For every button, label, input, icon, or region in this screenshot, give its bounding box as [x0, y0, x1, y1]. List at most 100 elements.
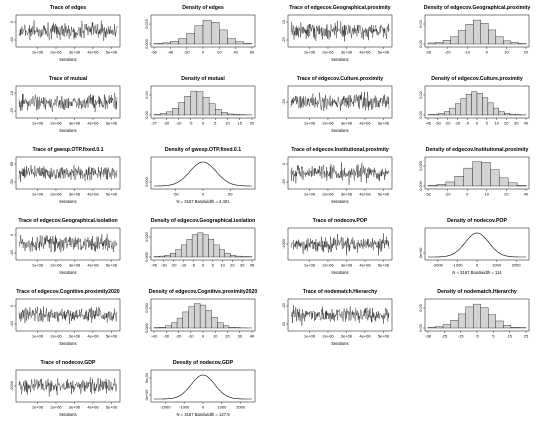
x-tick-label: 20	[250, 121, 255, 126]
x-axis-label: Iterations	[59, 341, 76, 346]
x-axis-label: Iterations	[59, 128, 76, 133]
y-tick-label: 0.00	[145, 111, 149, 118]
plot-frame	[15, 156, 121, 190]
x-tick-label: 60	[250, 50, 255, 55]
chart-panel: Trace of nodematch.Hierarchy 1e+06 2e+06 3e…	[282, 289, 393, 346]
trace-line	[18, 92, 118, 113]
x-tick-label: 5	[212, 263, 215, 268]
histogram-bar	[508, 182, 518, 187]
plot-frame	[15, 14, 121, 48]
y-tick-label: -40	[282, 179, 286, 185]
x-tick-label: 0	[202, 263, 205, 268]
histogram-bar	[235, 41, 245, 45]
x-tick-label: -5	[191, 263, 195, 268]
x-axis-label: Iterations	[59, 270, 76, 275]
x-tick-label: 2000	[512, 263, 522, 268]
chart-title: Density of nodematch.Hierarchy	[437, 289, 517, 295]
x-axis-label: Iterations	[331, 57, 348, 62]
x-tick-label: 3e+06	[69, 334, 81, 339]
histogram-bar	[171, 322, 178, 329]
histogram-bar	[488, 29, 497, 45]
x-axis-label: Iterations	[59, 412, 76, 417]
x-tick-label: 1000	[217, 405, 227, 410]
chart-panel: Trace of edgecov.Institutional.proximity…	[282, 147, 393, 204]
plot-frame	[15, 298, 121, 332]
histogram-bar	[518, 43, 527, 45]
y-tick-label: 10	[10, 91, 14, 95]
histogram-bar	[482, 97, 489, 116]
x-tick-label: -15	[458, 334, 465, 339]
histogram-bar	[186, 32, 196, 45]
histogram-bar	[159, 255, 166, 258]
histogram-bar	[211, 317, 218, 329]
histogram-bar	[224, 253, 231, 258]
y-tick-label: 50	[10, 162, 14, 166]
histogram-bar	[473, 19, 481, 45]
x-tick-label: 25	[524, 334, 529, 339]
chart-panel: Density of edgecov.Geographical.proximit…	[419, 5, 530, 55]
plot-frame	[287, 298, 393, 332]
x-tick-label: 3e+06	[341, 50, 353, 55]
x-tick-label: 40	[524, 192, 529, 197]
histogram-bar	[221, 112, 228, 116]
histogram-bar	[493, 107, 499, 116]
x-tick-label: 10	[225, 121, 230, 126]
y-tick-label: 0	[10, 305, 14, 307]
chart-panel: Density of edgecov.Institutional.proximi…	[419, 147, 530, 197]
density-curve	[154, 161, 252, 187]
x-tick-label: -30	[163, 334, 170, 339]
histogram-bar	[435, 326, 444, 329]
y-tick-label: 0.000	[145, 177, 149, 187]
histogram-bar	[433, 113, 440, 116]
y-tick-label: 0.000	[419, 181, 423, 191]
histogram-bar	[427, 327, 436, 329]
x-tick-label: 40	[524, 121, 529, 126]
y-tick-label: 0	[10, 234, 14, 236]
plot-frame	[15, 227, 121, 261]
x-tick-label: 2e+06	[322, 121, 334, 126]
histogram-bar	[228, 327, 235, 329]
chart-panel: Trace of edges 1e+06 2e+06 3e+06 4e+06 5e+06 I…	[10, 5, 121, 62]
chart-title: Density of nodecov.GDP	[173, 360, 234, 366]
histogram-bar	[480, 23, 489, 45]
x-tick-label: -20	[445, 192, 452, 197]
histogram-bar	[487, 102, 494, 116]
y-tick-label: 0.02	[419, 91, 423, 98]
x-tick-label: -2000	[160, 405, 171, 410]
trace-line	[290, 20, 390, 42]
histogram-bar	[449, 107, 456, 116]
y-tick-label: -40	[10, 250, 14, 256]
x-tick-label: -10	[188, 334, 195, 339]
chart-title: Density of gwesp.OTP.fixed.0.1	[165, 147, 241, 153]
trace-line	[18, 377, 118, 397]
x-tick-label: 40	[250, 334, 255, 339]
histogram-bar	[213, 244, 220, 258]
histogram-bar	[205, 310, 212, 329]
x-tick-label: -25	[441, 334, 448, 339]
x-axis-label: Iterations	[59, 199, 76, 204]
chart-panel: Trace of edgecov.Culture.proximity 1e+06 2…	[282, 76, 393, 133]
x-tick-label: -50	[173, 192, 180, 197]
chart-panel: Trace of mutual 1e+06 2e+06 3e+06 4e+06 5e+06…	[10, 76, 121, 133]
x-tick-label: 1e+06	[32, 405, 44, 410]
y-tick-label: 0.00	[419, 40, 423, 47]
histogram-bar	[194, 25, 204, 45]
chart-panel: Trace of gwesp.OTP.fixed.0.1 1e+06 2e+06 3e…	[10, 147, 121, 204]
x-tick-label: 5e+06	[106, 334, 118, 339]
chart-title: Density of edgecov.Institutional.proximi…	[426, 147, 529, 153]
histogram-bar	[442, 324, 451, 329]
x-tick-label: 0	[476, 263, 479, 268]
x-tick-label: 20	[504, 121, 509, 126]
y-tick-label: 0.030	[145, 303, 149, 313]
chart-panel: Density of edgecov.Culture.proximity-45-…	[419, 76, 530, 126]
x-tick-label: -45	[151, 263, 158, 268]
x-tick-label: 3e+06	[69, 50, 81, 55]
y-tick-label: -50	[10, 179, 14, 185]
x-tick-label: 4e+06	[87, 50, 99, 55]
chart-panel: Density of edgecov.Geographical.isolatio…	[145, 218, 255, 268]
x-tick-label: 4e+06	[359, 121, 371, 126]
chart-title: Trace of edgecov.Geographical.proximity	[289, 5, 390, 11]
x-tick-label: 2e+06	[50, 121, 62, 126]
x-tick-label: 20	[504, 192, 509, 197]
x-tick-label: 0	[202, 405, 205, 410]
